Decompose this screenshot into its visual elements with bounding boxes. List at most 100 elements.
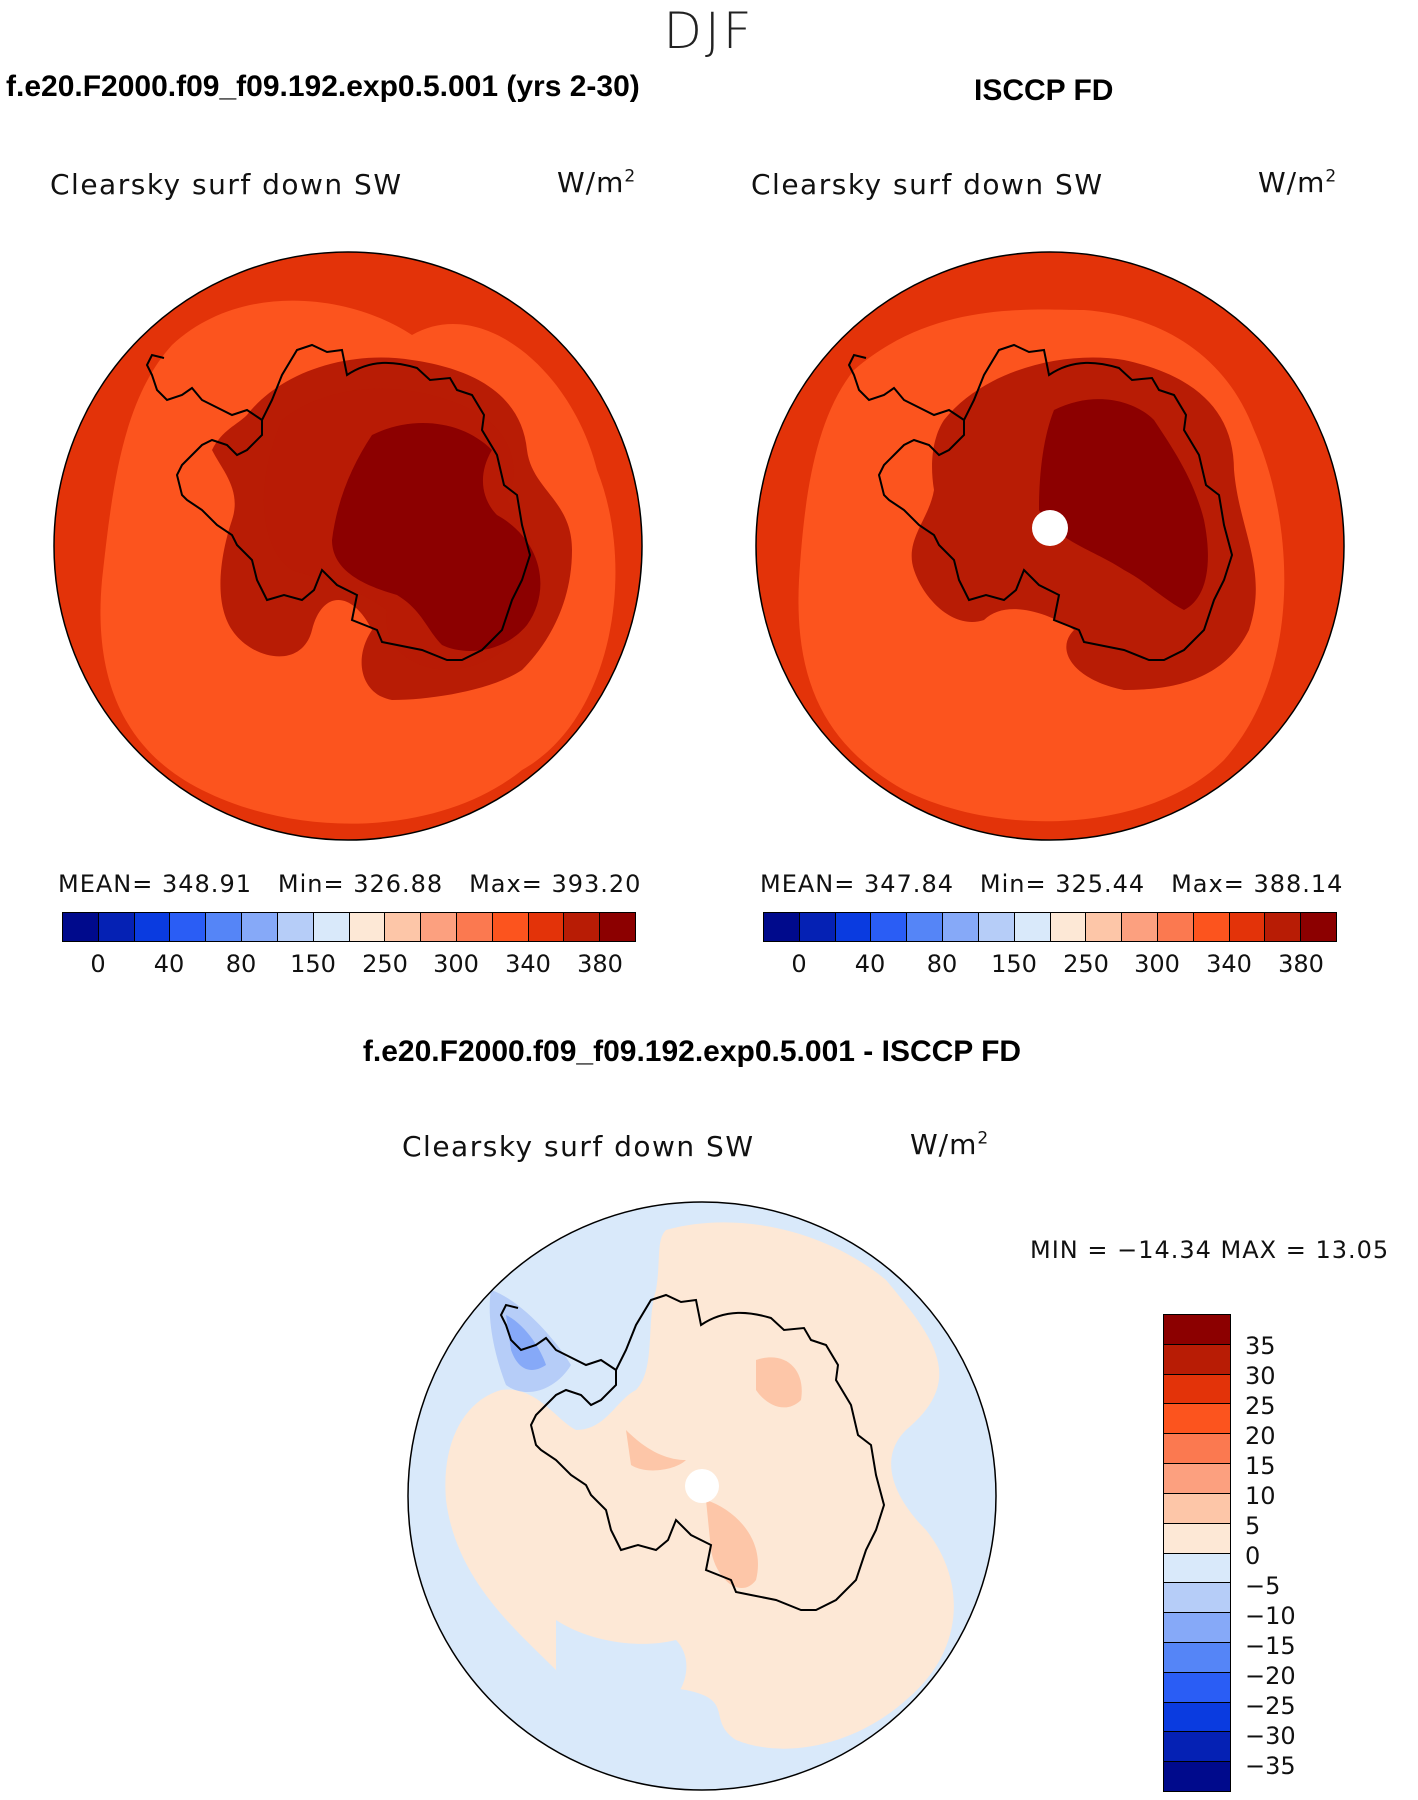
colorbar-swatch xyxy=(1229,913,1266,941)
cb-model-tick: 150 xyxy=(290,950,336,978)
colorbar-swatch xyxy=(1086,913,1123,941)
obs-max-value: 388.14 xyxy=(1253,870,1344,898)
model-mean-value: 348.91 xyxy=(162,870,252,898)
colorbar-swatch xyxy=(1164,1493,1230,1524)
colorbar-swatch xyxy=(1164,1702,1230,1733)
colorbar-diff xyxy=(1163,1314,1231,1792)
colorbar-obs-ticks: 0 40 80 150 250 300 340 380 xyxy=(763,950,1337,980)
colorbar-swatch xyxy=(1164,1762,1230,1791)
colorbar-obs xyxy=(763,912,1337,942)
cb-diff-tick: −15 xyxy=(1245,1632,1296,1660)
colorbar-swatch xyxy=(277,913,314,941)
cb-diff-tick: −5 xyxy=(1245,1572,1281,1600)
colorbar-diff-ticks: 35 30 25 20 15 10 5 0 −5 −10 −15 −20 −25… xyxy=(1245,1314,1335,1792)
colorbar-swatch xyxy=(1164,1523,1230,1554)
colorbar-swatch xyxy=(1157,913,1194,941)
panel-model-units: W/m2 xyxy=(557,166,637,199)
colorbar-swatch xyxy=(1193,913,1230,941)
model-high-plateau xyxy=(332,423,541,651)
diff-pole-hole xyxy=(685,1469,719,1503)
cb-obs-tick: 300 xyxy=(1134,950,1180,978)
colorbar-swatch xyxy=(1164,1404,1230,1435)
panel-model-title: f.e20.F2000.f09_f09.192.exp0.5.001 (yrs … xyxy=(6,70,640,103)
colorbar-swatch xyxy=(456,913,493,941)
colorbar-swatch xyxy=(1164,1672,1230,1703)
cb-diff-tick: −30 xyxy=(1245,1722,1296,1750)
colorbar-swatch xyxy=(1164,1464,1230,1494)
colorbar-swatch xyxy=(528,913,565,941)
colorbar-swatch xyxy=(1301,913,1336,941)
colorbar-model xyxy=(62,912,636,942)
cb-diff-tick: 5 xyxy=(1245,1512,1261,1540)
diff-neg-region-peninsula-core xyxy=(506,1315,546,1370)
diff-title: f.e20.F2000.f09_f09.192.exp0.5.001 - ISC… xyxy=(362,1035,1022,1068)
colorbar-swatch xyxy=(206,913,243,941)
colorbar-swatch xyxy=(600,913,635,941)
cb-obs-tick: 380 xyxy=(1278,950,1324,978)
cb-obs-tick: 0 xyxy=(791,950,807,978)
diff-pos2-patch-c xyxy=(626,1430,686,1471)
diff-pos2-patch-a xyxy=(756,1357,802,1408)
diff-variable-label: Clearsky surf down SW xyxy=(402,1130,755,1163)
cb-diff-tick: 0 xyxy=(1245,1542,1261,1570)
colorbar-swatch xyxy=(1122,913,1158,941)
panel-obs-stats: MEAN= 347.84 Min= 325.44 Max= 388.14 xyxy=(760,870,1344,898)
colorbar-swatch xyxy=(835,913,872,941)
colorbar-swatch xyxy=(385,913,422,941)
colorbar-swatch xyxy=(313,913,350,941)
colorbar-swatch xyxy=(1050,913,1087,941)
cb-diff-tick: −10 xyxy=(1245,1602,1296,1630)
model-max-value: 393.20 xyxy=(551,870,642,898)
cb-diff-tick: 25 xyxy=(1245,1392,1276,1420)
cb-diff-tick: 15 xyxy=(1245,1452,1276,1480)
colorbar-swatch xyxy=(907,913,944,941)
season-title: DJF xyxy=(663,2,755,60)
colorbar-swatch xyxy=(564,913,601,941)
colorbar-swatch xyxy=(1164,1583,1230,1614)
colorbar-swatch xyxy=(1265,913,1302,941)
cb-obs-tick: 150 xyxy=(991,950,1037,978)
colorbar-swatch xyxy=(421,913,457,941)
map-obs-south-pole xyxy=(755,251,1345,841)
colorbar-swatch xyxy=(1164,1374,1230,1405)
cb-model-tick: 80 xyxy=(225,950,257,978)
obs-peninsula xyxy=(847,353,965,421)
colorbar-swatch xyxy=(1164,1642,1230,1673)
panel-obs-variable-label: Clearsky surf down SW xyxy=(751,168,1104,201)
colorbar-swatch xyxy=(1164,1553,1230,1584)
panel-model-variable-label: Clearsky surf down SW xyxy=(50,168,403,201)
obs-min-value: 325.44 xyxy=(1055,870,1146,898)
colorbar-swatch xyxy=(170,913,207,941)
colorbar-swatch xyxy=(63,913,99,941)
obs-mean-value: 347.84 xyxy=(864,870,954,898)
cb-model-tick: 40 xyxy=(153,950,185,978)
diff-minmax: MIN = −14.34 MAX = 13.05 xyxy=(1030,1236,1390,1264)
colorbar-swatch xyxy=(871,913,908,941)
cb-model-tick: 300 xyxy=(433,950,479,978)
obs-coastline xyxy=(877,343,1234,661)
colorbar-swatch xyxy=(1164,1434,1230,1465)
colorbar-swatch xyxy=(98,913,135,941)
colorbar-swatch xyxy=(799,913,836,941)
cb-model-tick: 0 xyxy=(90,950,106,978)
panel-model-stats: MEAN= 348.91 Min= 326.88 Max= 393.20 xyxy=(58,870,642,898)
cb-diff-tick: 10 xyxy=(1245,1482,1276,1510)
cb-diff-tick: −25 xyxy=(1245,1692,1296,1720)
colorbar-swatch xyxy=(1164,1613,1230,1643)
map-diff-south-pole xyxy=(407,1201,997,1791)
colorbar-swatch xyxy=(1164,1315,1230,1345)
colorbar-swatch xyxy=(349,913,386,941)
colorbar-model-ticks: 0 40 80 150 250 300 340 380 xyxy=(62,950,636,980)
cb-diff-tick: 35 xyxy=(1245,1332,1276,1360)
colorbar-swatch xyxy=(1164,1344,1230,1375)
diff-pos-region-ross xyxy=(556,1620,687,1713)
cb-obs-tick: 40 xyxy=(854,950,886,978)
cb-obs-tick: 80 xyxy=(926,950,958,978)
cb-diff-tick: 30 xyxy=(1245,1362,1276,1390)
colorbar-swatch xyxy=(978,913,1015,941)
colorbar-swatch xyxy=(134,913,171,941)
colorbar-swatch xyxy=(242,913,278,941)
cb-obs-tick: 250 xyxy=(1063,950,1109,978)
panel-obs-title: ISCCP FD xyxy=(974,74,1114,107)
cb-model-tick: 340 xyxy=(505,950,551,978)
